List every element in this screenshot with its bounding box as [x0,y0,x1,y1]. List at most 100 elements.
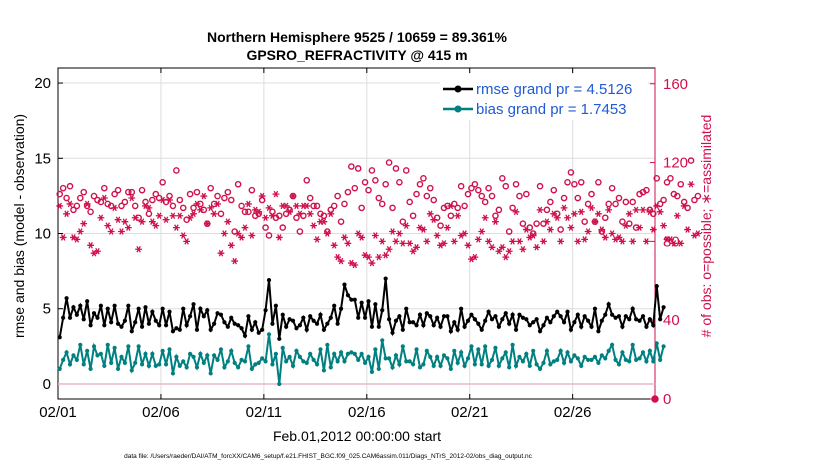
rmse-point [658,317,663,322]
rmse-point [637,318,642,323]
assimilated-obs-point [461,230,468,237]
rmse-point [105,306,110,311]
possible-obs-point [615,194,623,202]
bias-point [136,344,141,349]
assimilated-obs-point [131,214,139,222]
possible-obs-point [413,190,420,198]
rmse-legend-label: rmse grand pr = 4.5126 [476,81,632,98]
rmse-point [208,327,213,332]
assimilated-obs-point [625,210,633,218]
rmse-point [109,320,114,325]
rmse-point [517,312,522,317]
assimilated-obs-point [145,204,153,212]
bias-point [71,353,76,358]
assimilated-obs-point [104,222,112,229]
bias-point [157,362,162,367]
bias-point [366,354,371,359]
possible-obs-point [447,212,455,220]
assimilated-obs-point [639,206,647,214]
possible-obs-point [402,167,410,174]
rmse-point [139,324,145,329]
possible-obs-point [416,180,424,188]
possible-obs-point [509,204,516,212]
bias-point [335,359,340,364]
assimilated-obs-point [327,210,335,218]
assimilated-obs-point [169,212,177,220]
assimilated-obs-point [155,212,163,220]
rmse-point [277,336,282,341]
assimilated-obs-point [200,192,208,200]
possible-obs-point [152,190,160,198]
rmse-point [102,323,107,328]
assimilated-obs-point [687,180,695,188]
assimilated-obs-point [368,259,376,267]
assimilated-obs-point [605,206,613,214]
bias-point [599,353,604,358]
bias-point [541,360,546,365]
assimilated-obs-point [560,204,568,212]
bias-point [218,347,224,352]
possible-obs-point [70,206,77,214]
assimilated-obs-point [481,214,489,222]
rmse-point [294,326,299,331]
assimilated-obs-point [673,212,681,220]
assimilated-obs-point [265,204,273,212]
bias-point [242,359,248,364]
possible-obs-point [313,202,321,210]
bias-point [163,362,169,367]
bias-point [181,359,186,364]
assimilated-obs-point [474,236,482,243]
assimilated-obs-point [402,222,410,229]
possible-obs-point [145,210,153,218]
assimilated-obs-point [591,218,599,225]
rmse-point [335,321,340,326]
possible-obs-point [420,175,427,182]
assimilated-obs-point [594,210,602,218]
assimilated-obs-point [660,222,667,229]
assimilated-obs-point [454,212,462,220]
bias-point [452,348,457,353]
rmse-point [520,315,526,320]
possible-obs-point [149,196,156,204]
possible-obs-point [612,200,619,208]
bias-point [428,354,433,359]
bias-point [544,348,550,353]
rmse-point [513,327,519,332]
bias-point [465,356,471,361]
bias-point [167,347,172,352]
possible-obs-point [557,226,564,233]
assimilated-obs-point [282,202,290,210]
assimilated-obs-point [533,244,541,251]
rmse-point [627,317,632,322]
assimilated-obs-point [207,204,215,212]
possible-obs-point [173,167,180,174]
assimilated-obs-point [100,194,108,202]
rmse-point [263,308,268,313]
assimilated-obs-point [135,245,143,253]
rmse-point [479,327,484,332]
bias-point [658,357,663,362]
rmse-point [157,323,162,328]
possible-obs-point [629,198,636,206]
y2-tick-label: 0 [663,391,671,408]
bias-point [627,359,632,364]
assimilated-obs-point [289,192,297,200]
assimilated-obs-point [516,238,523,245]
rmse-point [280,312,285,317]
assimilated-obs-point [138,218,146,225]
assimilated-obs-point [76,228,84,235]
assimilated-obs-point [619,238,626,245]
possible-obs-point [238,202,245,210]
possible-obs-point [694,192,702,200]
possible-obs-point [169,202,177,210]
possible-obs-point [186,190,194,198]
rmse-point [366,299,371,304]
possible-obs-point [505,228,513,235]
rmse-point [507,321,512,326]
assimilated-obs-point [536,206,544,214]
assimilated-obs-point [684,226,691,233]
possible-obs-point [306,194,314,202]
assimilated-obs-point [505,247,513,255]
possible-obs-point [399,218,407,225]
possible-obs-point [166,192,173,200]
